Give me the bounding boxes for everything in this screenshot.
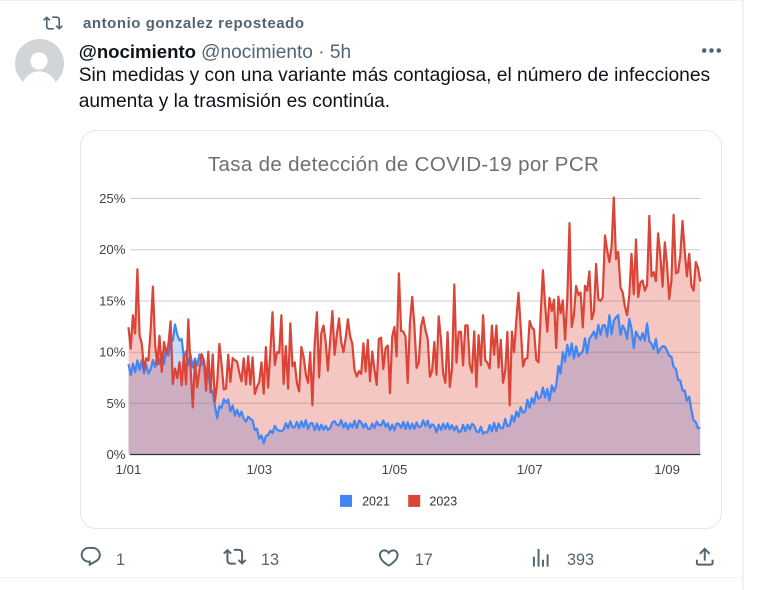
svg-text:2023: 2023 — [430, 494, 458, 508]
svg-text:15%: 15% — [99, 293, 126, 308]
svg-text:1/01: 1/01 — [116, 462, 142, 477]
svg-text:25%: 25% — [99, 191, 126, 206]
svg-text:2021: 2021 — [362, 494, 390, 508]
svg-text:0%: 0% — [107, 447, 126, 462]
svg-text:1/03: 1/03 — [247, 462, 273, 477]
svg-text:1/07: 1/07 — [517, 462, 543, 477]
svg-text:Tasa de detección de COVID-19: Tasa de detección de COVID-19 por PCR — [208, 153, 599, 176]
svg-text:1/05: 1/05 — [382, 462, 408, 477]
svg-text:10%: 10% — [99, 344, 126, 359]
svg-text:1/09: 1/09 — [654, 462, 680, 477]
svg-text:20%: 20% — [99, 242, 126, 257]
svg-text:5%: 5% — [107, 396, 126, 411]
